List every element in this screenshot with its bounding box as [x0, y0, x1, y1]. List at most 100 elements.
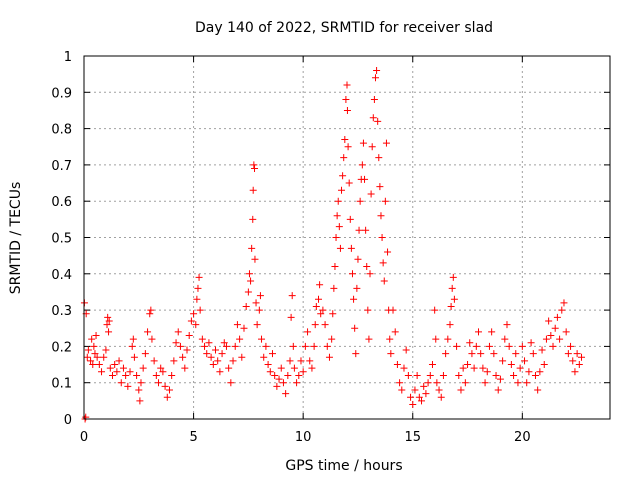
data-point: [564, 350, 572, 358]
data-point: [91, 350, 99, 358]
data-point: [361, 175, 369, 183]
data-point: [374, 117, 382, 125]
data-point: [362, 226, 370, 234]
data-points: [80, 67, 586, 423]
data-point: [108, 371, 116, 379]
data-point: [316, 281, 324, 289]
data-point: [453, 342, 461, 350]
data-point: [299, 368, 307, 376]
data-point: [562, 328, 570, 336]
data-point: [89, 361, 97, 369]
data-point: [521, 357, 529, 365]
data-point: [424, 379, 432, 387]
data-point: [105, 317, 113, 325]
data-point: [329, 310, 337, 318]
data-point: [176, 342, 184, 350]
data-point: [338, 186, 346, 194]
data-point: [207, 353, 215, 361]
data-point: [279, 379, 287, 387]
data-point: [400, 364, 408, 372]
data-point: [159, 368, 167, 376]
data-point: [353, 284, 361, 292]
data-point: [304, 328, 312, 336]
data-point: [496, 375, 504, 383]
data-point: [253, 321, 261, 329]
data-point: [119, 364, 127, 372]
data-point: [534, 386, 542, 394]
data-point: [126, 368, 134, 376]
data-point: [135, 386, 143, 394]
data-point: [490, 350, 498, 358]
data-point: [198, 335, 206, 343]
data-point: [212, 346, 219, 354]
data-point: [205, 339, 213, 347]
data-point: [536, 368, 544, 376]
data-point: [88, 335, 96, 343]
data-point: [321, 321, 329, 329]
data-point: [201, 342, 209, 350]
data-point: [133, 371, 141, 379]
data-point: [389, 306, 397, 314]
data-point: [139, 364, 147, 372]
data-point: [375, 154, 383, 162]
data-point: [578, 353, 586, 361]
data-point: [350, 295, 358, 303]
data-point: [128, 342, 136, 350]
data-point: [187, 317, 195, 325]
data-point: [84, 346, 92, 354]
data-point: [104, 313, 112, 321]
data-point: [92, 332, 100, 340]
data-point: [398, 386, 406, 394]
y-tick-label: 0: [64, 413, 72, 428]
data-point: [483, 368, 491, 376]
data-point: [505, 342, 513, 350]
data-point: [381, 197, 389, 205]
data-point: [553, 313, 561, 321]
data-point: [510, 371, 518, 379]
data-point: [334, 197, 342, 205]
data-point: [415, 393, 423, 401]
data-point: [345, 179, 353, 187]
data-point: [258, 335, 266, 343]
data-point: [481, 379, 489, 387]
data-point: [82, 413, 90, 421]
data-point: [148, 335, 156, 343]
data-point: [542, 335, 550, 343]
data-point: [527, 339, 535, 347]
data-point: [124, 382, 132, 390]
data-point: [297, 357, 305, 365]
data-point: [290, 364, 298, 372]
data-point: [366, 270, 374, 278]
data-point: [301, 342, 309, 350]
data-point: [288, 292, 296, 300]
data-point: [558, 306, 566, 314]
data-point: [216, 368, 224, 376]
data-point: [560, 299, 568, 307]
data-point: [111, 361, 119, 369]
data-point: [341, 135, 349, 143]
data-point: [229, 357, 237, 365]
data-point: [106, 364, 114, 372]
data-point: [103, 321, 111, 329]
data-point: [444, 335, 452, 343]
data-point: [466, 339, 474, 347]
data-point: [98, 368, 106, 376]
data-point: [355, 226, 363, 234]
data-point: [115, 357, 123, 365]
y-tick-label: 0.8: [51, 123, 72, 138]
data-point: [251, 255, 259, 263]
data-point: [275, 375, 283, 383]
data-point: [499, 357, 507, 365]
data-point: [348, 270, 356, 278]
data-point: [516, 364, 524, 372]
data-point: [352, 350, 360, 358]
data-point: [333, 212, 341, 220]
data-point: [477, 350, 485, 358]
data-point: [311, 321, 319, 329]
data-point: [196, 306, 204, 314]
data-point: [252, 299, 260, 307]
data-point: [442, 350, 450, 358]
y-tick-label: 1: [64, 50, 72, 65]
data-point: [264, 361, 272, 369]
y-tick-label: 0.5: [51, 232, 72, 247]
